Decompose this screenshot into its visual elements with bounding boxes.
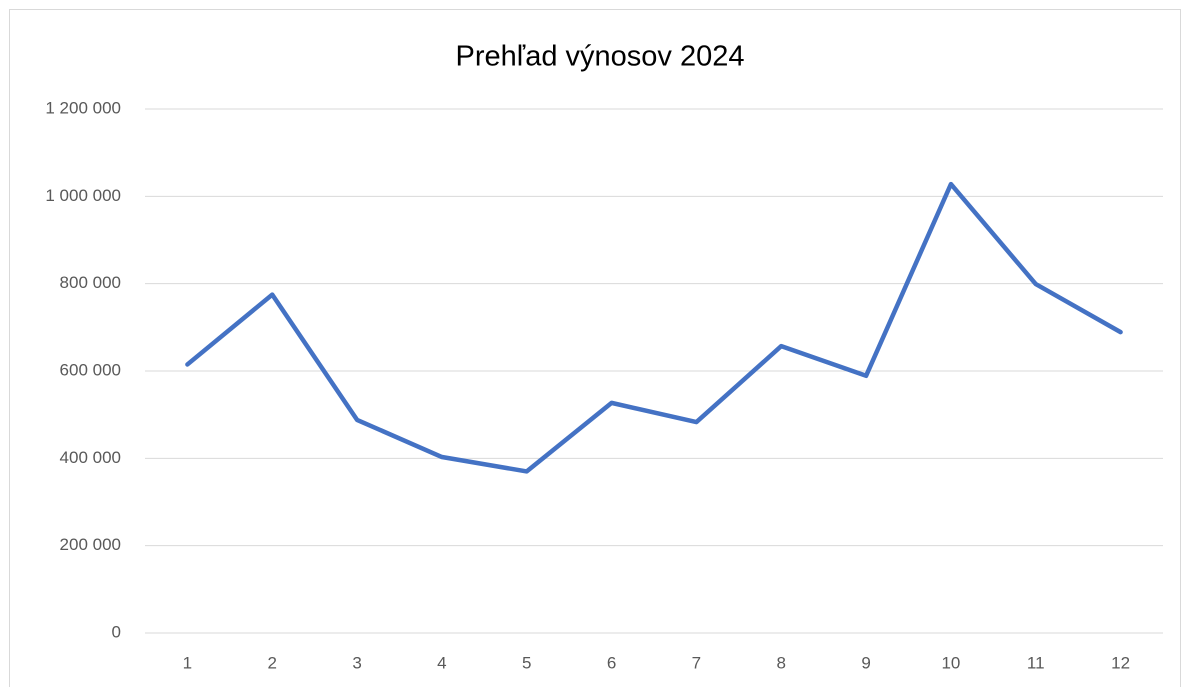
chart-border (9, 9, 1181, 687)
y-tick-label: 600 000 (60, 360, 121, 379)
y-tick-label: 1 200 000 (45, 98, 121, 117)
y-tick-label: 400 000 (60, 448, 121, 467)
x-tick-label: 11 (1027, 653, 1045, 672)
chart-title: Prehľad výnosov 2024 (456, 41, 745, 73)
x-tick-label: 3 (352, 653, 361, 672)
x-tick-label: 6 (607, 653, 616, 672)
x-tick-label: 2 (268, 653, 277, 672)
y-tick-label: 1 000 000 (45, 186, 121, 205)
x-tick-label: 8 (777, 653, 786, 672)
x-tick-label: 9 (861, 653, 870, 672)
x-tick-label: 7 (692, 653, 701, 672)
x-tick-label: 4 (437, 653, 446, 672)
y-tick-label: 0 (112, 622, 121, 641)
y-tick-label: 200 000 (60, 535, 121, 554)
x-tick-label: 1 (183, 653, 192, 672)
line-series (185, 181, 1123, 474)
x-tick-label: 5 (522, 653, 531, 672)
y-tick-label: 800 000 (60, 273, 121, 292)
x-tick-label: 10 (941, 653, 960, 672)
x-tick-label: 12 (1111, 653, 1130, 672)
